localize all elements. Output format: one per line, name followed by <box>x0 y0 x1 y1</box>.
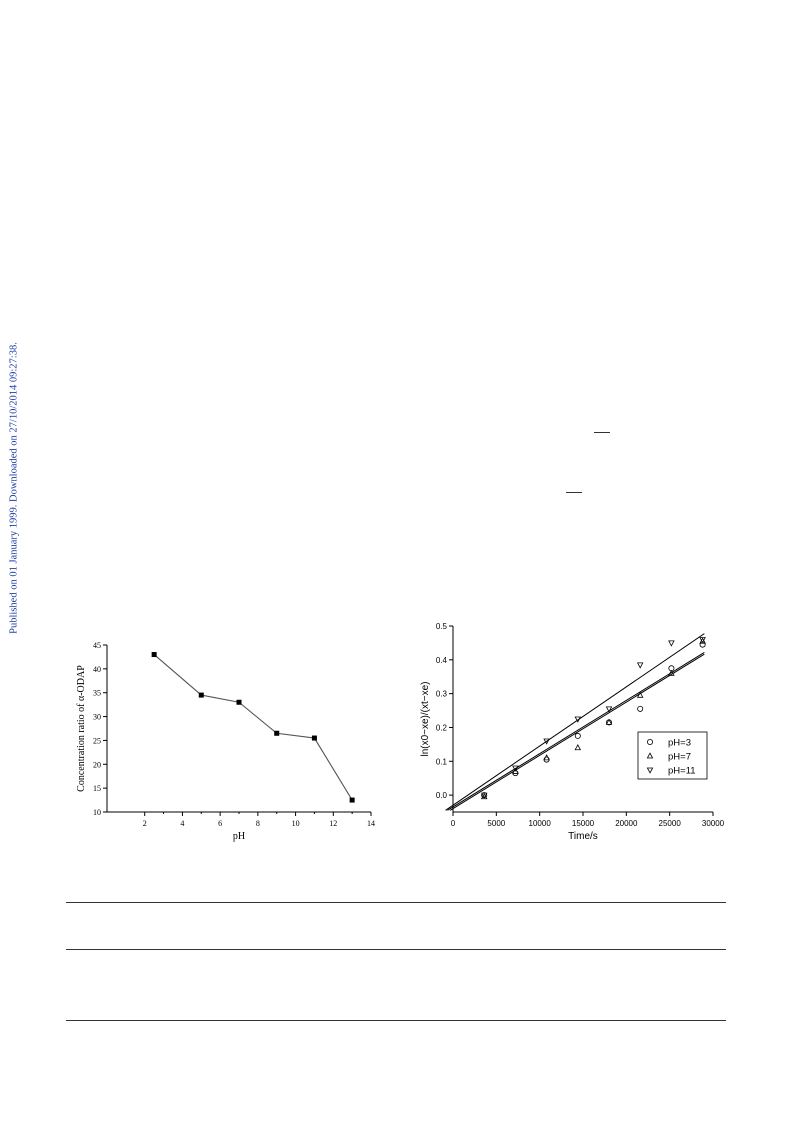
data-point-square <box>311 735 317 741</box>
fit-line <box>449 653 705 811</box>
y-tick-label: 0.0 <box>436 791 448 800</box>
y-tick-label: 0.3 <box>436 690 448 699</box>
y-tick-label: 0.2 <box>436 723 448 732</box>
data-point-triangle-up <box>574 744 582 751</box>
data-point-triangle-up <box>668 669 675 676</box>
y-tick-label: 35 <box>93 689 101 698</box>
legend-marker-triangle-down <box>646 767 654 774</box>
y-tick-label: 40 <box>93 665 101 674</box>
formula-fraction-bar <box>566 492 582 493</box>
legend-label: pH=3 <box>668 738 691 749</box>
series-line <box>153 654 353 801</box>
x-tick-label: 4 <box>180 819 184 828</box>
formula-fraction-bar <box>594 432 610 433</box>
x-tick-label: 25000 <box>659 819 682 828</box>
data-point-circle <box>637 705 644 712</box>
fit-line <box>447 652 705 811</box>
y-tick-label: 0.5 <box>436 622 448 631</box>
data-point-triangle-down <box>605 706 613 713</box>
fit-line <box>445 633 705 811</box>
x-tick-label: 10000 <box>529 819 552 828</box>
data-point-square <box>198 692 204 698</box>
data-point-triangle-up <box>605 718 613 725</box>
x-tick-label: 8 <box>256 819 260 828</box>
data-point-triangle-down <box>512 765 519 772</box>
y-axis-label: ln(x0−xe)/(xt−xe) <box>420 681 431 756</box>
y-tick-label: 45 <box>93 641 101 650</box>
x-tick-label: 10 <box>292 819 300 828</box>
data-point-triangle-down <box>543 738 550 745</box>
legend-label: pH=11 <box>668 766 696 777</box>
x-tick-label: 30000 <box>702 819 725 828</box>
y-tick-label: 0.1 <box>436 757 448 766</box>
table-bottom-rule <box>66 1020 726 1021</box>
y-tick-label: 30 <box>93 713 101 722</box>
data-point-triangle-up <box>636 691 644 698</box>
y-tick-label: 10 <box>93 808 101 817</box>
data-point-triangle-down <box>668 640 675 647</box>
x-tick-label: 6 <box>218 819 222 828</box>
legend-marker-circle <box>647 739 654 746</box>
y-tick-label: 25 <box>93 736 101 745</box>
data-point-triangle-down <box>636 662 644 669</box>
data-point-triangle-up <box>512 767 519 774</box>
x-axis-label: pH <box>233 831 245 842</box>
table-top-rule <box>66 902 726 903</box>
y-tick-label: 20 <box>93 760 101 769</box>
legend-label: pH=7 <box>668 752 691 763</box>
table-header-rule <box>66 949 726 950</box>
x-tick-label: 0 <box>451 819 456 828</box>
data-point-circle <box>574 732 581 739</box>
data-point-triangle-up <box>543 754 550 761</box>
x-tick-label: 14 <box>367 819 375 828</box>
data-point-square <box>151 652 157 658</box>
data-point-square <box>236 699 242 705</box>
x-tick-label: 12 <box>329 819 337 828</box>
x-tick-label: 5000 <box>487 819 505 828</box>
legend-marker-triangle-up <box>646 752 654 759</box>
data-point-triangle-down <box>574 716 582 723</box>
x-tick-label: 2 <box>143 819 147 828</box>
x-tick-label: 15000 <box>572 819 595 828</box>
y-tick-label: 0.4 <box>436 656 448 665</box>
data-point-triangle-down <box>699 637 706 644</box>
x-axis-label: Time/s <box>568 831 598 842</box>
data-point-square <box>274 730 280 736</box>
y-axis-label: Concentration ratio of α-ODAP <box>76 665 87 792</box>
y-tick-label: 15 <box>93 784 101 793</box>
data-point-square <box>349 797 355 803</box>
data-point-triangle-down <box>480 792 488 799</box>
x-tick-label: 20000 <box>615 819 638 828</box>
